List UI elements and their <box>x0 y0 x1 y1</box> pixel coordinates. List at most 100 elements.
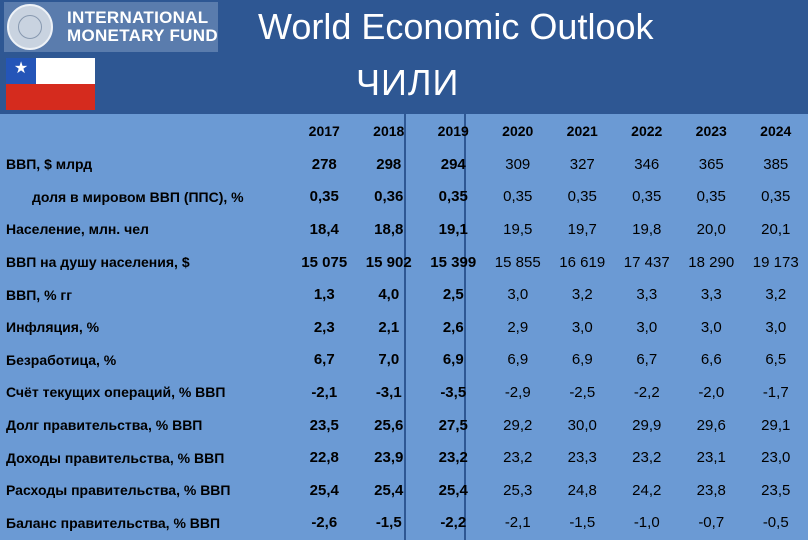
table-cell: 25,3 <box>503 481 533 499</box>
row-label: доля в мировом ВВП (ППС), % <box>32 188 244 205</box>
table-cell: 4,0 <box>378 286 400 304</box>
table-cell: -2,6 <box>311 514 338 532</box>
row-label: Инфляция, % <box>6 319 100 336</box>
row-label: ВВП, % гг <box>6 286 73 303</box>
table-cell: -2,1 <box>311 383 338 401</box>
table-cell: 23,5 <box>309 416 339 434</box>
table-cell: 18,4 <box>309 220 339 238</box>
row-label: Население, млн. чел <box>6 221 149 238</box>
table-cell: -1,7 <box>762 383 789 401</box>
table-cell: 385 <box>763 155 789 173</box>
table-cell: 25,4 <box>438 481 468 499</box>
table-cell: 23,8 <box>696 481 726 499</box>
imf-name: INTERNATIONAL MONETARY FUND <box>67 9 218 45</box>
imf-seal-icon <box>7 4 53 50</box>
row-label: ВВП на душу населения, $ <box>6 254 190 271</box>
year-header: 2022 <box>631 123 663 139</box>
table-cell: 309 <box>505 155 531 173</box>
table-cell: 346 <box>634 155 660 173</box>
table-cell: 19,1 <box>438 220 468 238</box>
table-cell: 29,2 <box>503 416 533 434</box>
table-row: ВВП на душу населения, $ 15 075 15 902 15 3… <box>0 246 808 279</box>
table-header-row: 2017 2018 2019 2020 2021 2022 2023 2024 <box>0 114 808 148</box>
table-cell: 23,2 <box>438 449 468 467</box>
table-cell: -1,5 <box>375 514 402 532</box>
page-title: World Economic Outlook <box>258 6 654 47</box>
table-cell: 29,1 <box>761 416 791 434</box>
table-cell: 25,6 <box>374 416 404 434</box>
table-row: Баланс правительства, % ВВП -2,6 -1,5 -2,2 -… <box>0 507 808 540</box>
imf-logo: INTERNATIONAL MONETARY FUND <box>4 2 218 52</box>
table-cell: 6,6 <box>700 351 722 369</box>
header: INTERNATIONAL MONETARY FUND World Econom… <box>0 0 808 114</box>
table-cell: 30,0 <box>567 416 597 434</box>
table-cell: 3,0 <box>700 318 722 336</box>
year-header: 2021 <box>566 123 598 139</box>
table-cell: 3,0 <box>571 318 593 336</box>
table-cell: 24,2 <box>632 481 662 499</box>
table-row: Инфляция, % 2,3 2,1 2,6 2,9 3,0 3,0 3,0 3,0 <box>0 311 808 344</box>
table-cell: 2,9 <box>507 318 529 336</box>
year-header: 2020 <box>502 123 534 139</box>
column-divider <box>464 114 466 540</box>
year-header: 2024 <box>760 123 792 139</box>
table-cell: 17 437 <box>623 253 670 271</box>
table-cell: 23,5 <box>761 481 791 499</box>
table-cell: 24,8 <box>567 481 597 499</box>
table-cell: -3,5 <box>440 383 467 401</box>
table-cell: 25,4 <box>374 481 404 499</box>
table-cell: 27,5 <box>438 416 468 434</box>
table-cell: -2,2 <box>633 383 660 401</box>
table-cell: -0,7 <box>698 514 725 532</box>
table-cell: 1,3 <box>313 286 335 304</box>
table-cell: 15 855 <box>494 253 541 271</box>
table-row: Доходы правительства, % ВВП 22,8 23,9 23,2 2… <box>0 441 808 474</box>
table-cell: 327 <box>569 155 595 173</box>
table-cell: 23,9 <box>374 449 404 467</box>
table-cell: 2,5 <box>442 286 464 304</box>
table-cell: 20,1 <box>761 220 791 238</box>
table-cell: 0,35 <box>567 188 597 206</box>
table-cell: 298 <box>376 155 402 173</box>
table-cell: 6,9 <box>507 351 529 369</box>
table-cell: 6,7 <box>313 351 335 369</box>
table-cell: 0,35 <box>632 188 662 206</box>
table-cell: 3,0 <box>507 286 529 304</box>
table-cell: 18,8 <box>374 220 404 238</box>
table-cell: 23,2 <box>503 449 533 467</box>
table-row: Население, млн. чел 18,4 18,8 19,1 19,5 19,7 1… <box>0 213 808 246</box>
year-header: 2023 <box>695 123 727 139</box>
row-label: Доходы правительства, % ВВП <box>6 449 225 466</box>
year-header: 2018 <box>373 123 405 139</box>
data-table: 2017 2018 2019 2020 2021 2022 2023 2024 ВВП, $ … <box>0 114 808 540</box>
table-cell: -1,0 <box>633 514 660 532</box>
table-cell: 7,0 <box>378 351 400 369</box>
table-cell: 6,9 <box>442 351 464 369</box>
table-cell: 365 <box>698 155 724 173</box>
country-name: ЧИЛИ <box>356 62 460 103</box>
table-cell: 19 173 <box>752 253 799 271</box>
table-cell: 0,35 <box>438 188 468 206</box>
row-label: Долг правительства, % ВВП <box>6 417 203 434</box>
table-cell: 0,35 <box>503 188 533 206</box>
table-cell: 0,35 <box>696 188 726 206</box>
table-cell: 3,0 <box>636 318 658 336</box>
table-row: Безработица, % 6,7 7,0 6,9 6,9 6,9 6,7 6,6 6,5 <box>0 344 808 377</box>
row-label: Счёт текущих операций, % ВВП <box>6 384 226 401</box>
table-cell: 0,35 <box>761 188 791 206</box>
year-header: 2017 <box>308 123 340 139</box>
table-cell: 3,2 <box>765 286 787 304</box>
table-cell: 18 290 <box>688 253 735 271</box>
imf-name-line2: MONETARY FUND <box>67 26 218 45</box>
table-cell: 3,2 <box>571 286 593 304</box>
table-row: Расходы правительства, % ВВП 25,4 25,4 25,4… <box>0 474 808 507</box>
table-cell: 19,5 <box>503 220 533 238</box>
table-header-corner <box>0 114 292 148</box>
table-cell: -2,9 <box>504 383 531 401</box>
table-cell: 2,6 <box>442 318 464 336</box>
table-cell: 0,35 <box>309 188 339 206</box>
row-label: ВВП, $ млрд <box>6 156 93 173</box>
table-cell: 6,9 <box>571 351 593 369</box>
year-header: 2019 <box>437 123 469 139</box>
table-cell: 2,1 <box>378 318 400 336</box>
